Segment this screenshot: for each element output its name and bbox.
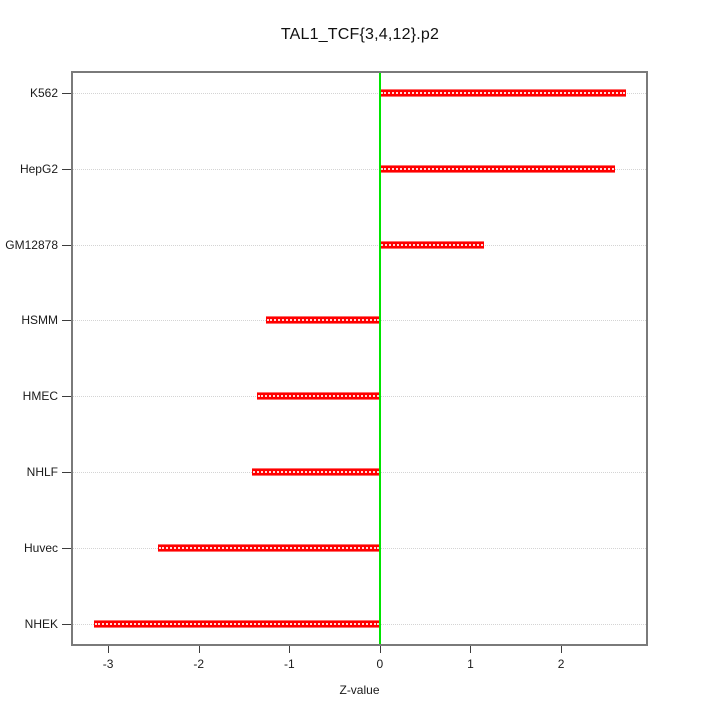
y-axis-label-nhek: NHEK [24,616,58,631]
bar-center-dots [380,243,484,246]
bar-center-dots [257,395,379,398]
x-axis-tick [289,646,291,653]
x-axis-tick-label: -3 [102,657,114,671]
zero-reference-line [378,71,381,646]
y-axis-tick [62,471,71,473]
x-axis-tick-label: 0 [376,657,384,671]
bar-hsmm [265,316,380,325]
x-axis-tick-label: -2 [193,657,205,671]
bar-center-dots [253,470,379,473]
gridline [71,244,648,246]
y-axis-tick [62,623,71,625]
x-axis-title: Z-value [339,683,380,697]
bar-center-dots [380,92,626,94]
gridline [71,168,648,170]
x-axis-tick [561,646,563,653]
gridline [71,93,648,94]
plot-border [71,71,648,646]
y-axis-label-nhlf: NHLF [26,464,58,479]
bar-k562 [379,89,627,97]
x-axis-tick [470,646,472,653]
bar-center-dots [380,167,615,170]
bar-nhlf [252,467,380,476]
y-axis-label-hmec: HMEC [22,389,58,404]
bar-huvec [157,543,380,552]
y-axis-tick [62,93,71,94]
plot-area: K562 HepG2 GM12878 HSMM HMEC NHLF Huvec NHEK -3 -… [5,71,648,697]
bar-center-dots [266,319,379,322]
x-axis-tick-label: -1 [283,657,295,671]
y-axis-label-huvec: Huvec [23,540,58,555]
bar-center-dots [158,546,379,549]
x-axis-tick-label: 1 [467,657,474,671]
y-axis-tick [62,168,71,170]
bar-hmec [256,392,380,401]
y-axis-tick [62,320,71,322]
y-axis-label-gm12878: GM12878 [5,237,58,252]
bar-center-dots [94,622,379,625]
y-axis-tick [62,244,71,246]
y-axis-tick [62,396,71,398]
bar-nhek [93,619,380,628]
y-axis-tick [62,547,71,549]
y-axis-label-k562: K562 [29,86,58,100]
y-axis-label-hsmm: HSMM [21,313,58,328]
bar-hepg2 [379,164,616,173]
bar-gm12878 [379,240,485,249]
x-axis-tick [198,646,200,653]
x-axis-tick [108,646,110,653]
y-axis-label-hepg2: HepG2 [19,161,58,176]
x-axis-tick [379,646,381,653]
chart-title: TAL1_TCF{3,4,12}.p2 [280,26,440,43]
x-axis-tick-label: 2 [557,657,565,671]
